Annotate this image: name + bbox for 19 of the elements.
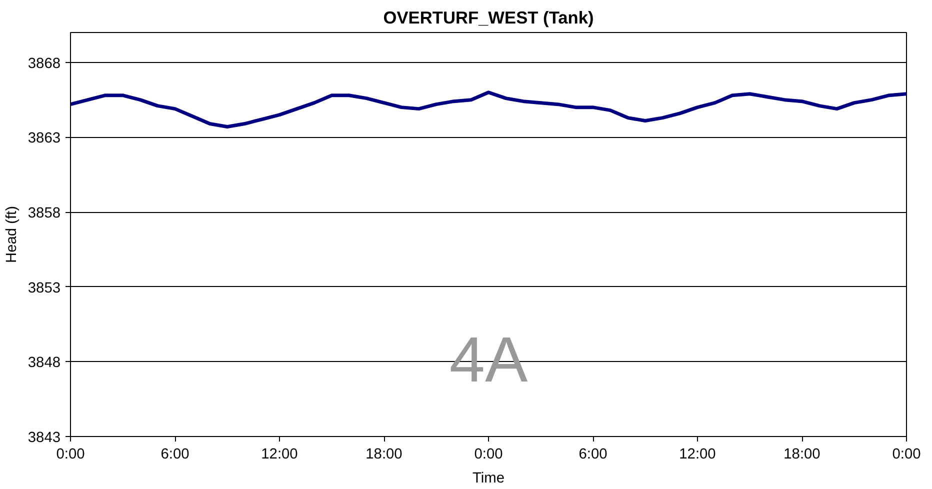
y-tick-label: 3843 (28, 430, 61, 446)
x-tick-label: 6:00 (160, 446, 190, 462)
x-tick-label: 12:00 (261, 446, 298, 462)
y-tick-label: 3858 (28, 206, 61, 222)
y-tick-label: 3863 (28, 130, 61, 147)
x-tick-label: 0:00 (56, 446, 85, 462)
x-tick-label: 18:00 (784, 446, 820, 462)
y-tick-label: 3848 (28, 355, 61, 372)
y-axis-title: Head (ft) (4, 206, 20, 264)
line-series (70, 90, 906, 129)
x-tick-label: 6:00 (578, 446, 608, 462)
x-axis-title: Time (472, 470, 505, 486)
x-tick-label: 18:00 (366, 446, 402, 462)
y-tick-label: 3868 (28, 56, 61, 72)
y-tick-label: 3853 (28, 280, 61, 296)
x-tick-label: 0:00 (892, 446, 921, 462)
x-tick-label: 0:00 (474, 446, 503, 462)
x-tick-label: 12:00 (679, 446, 716, 462)
chart-title: OVERTURF_WEST (Tank) (383, 8, 594, 28)
